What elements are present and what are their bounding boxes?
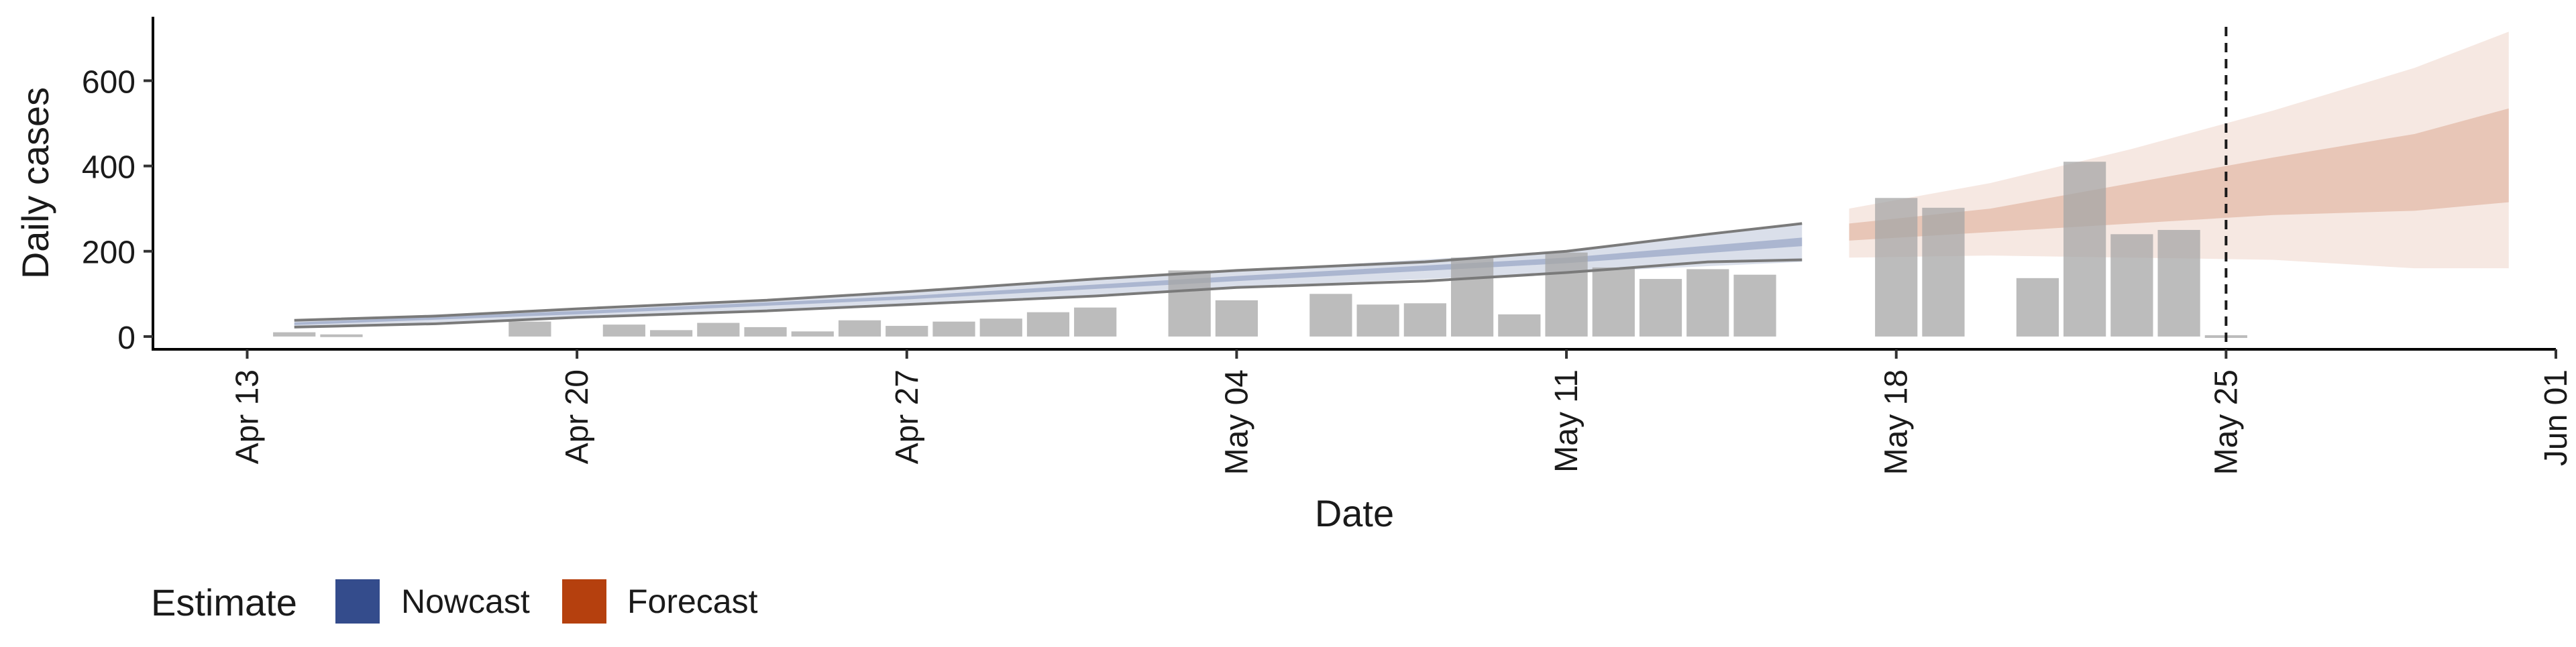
bar-2020-05-10 — [1498, 314, 1541, 337]
bar-2020-05-18 — [1875, 198, 1918, 337]
x-tick-label-2020-04-13: Apr 13 — [229, 369, 265, 464]
bar-2020-05-03 — [1168, 270, 1211, 337]
y-tick-label-600: 600 — [82, 64, 136, 100]
bar-2020-05-04 — [1215, 300, 1258, 337]
x-tick-label-2020-05-25: May 25 — [2208, 369, 2244, 475]
forecast-legend-label: Forecast — [627, 583, 758, 620]
bar-2020-04-28 — [932, 321, 975, 337]
bar-2020-05-23 — [2110, 234, 2153, 337]
bar-2020-04-27 — [885, 326, 928, 337]
x-tick-label-2020-05-11: May 11 — [1549, 369, 1585, 473]
nowcast-outlines — [294, 222, 1803, 329]
tick-labels: 0 200 400 600 Apr 13 Apr 20 Apr 27 May 04 May 11… — [82, 64, 2574, 475]
bar-2020-04-24 — [744, 327, 787, 337]
bar-2020-04-21 — [602, 325, 645, 337]
forecast-band-2 — [1849, 108, 2509, 241]
bar-2020-05-01 — [1074, 307, 1117, 337]
nowcast-outline-upper — [294, 222, 1803, 322]
bar-2020-05-13 — [1639, 279, 1682, 337]
legend-title: Estimate — [151, 581, 297, 624]
bars — [273, 162, 2247, 339]
nowcast-outline-lower — [294, 258, 1803, 329]
bar-2020-05-14 — [1686, 269, 1729, 337]
x-tick-label-2020-06-01: Jun 01 — [2538, 369, 2574, 466]
y-tick-label-400: 400 — [82, 150, 136, 186]
bar-2020-04-22 — [649, 330, 693, 337]
bar-2020-05-15 — [1733, 274, 1776, 337]
bar-2020-04-23 — [697, 322, 740, 337]
y-axis-title: Daily cases — [14, 87, 56, 279]
nowcast-legend-key — [335, 579, 380, 624]
x-tick-label-2020-05-18: May 18 — [1879, 369, 1915, 475]
bar-2020-05-12 — [1592, 267, 1635, 337]
bar-2020-05-08 — [1403, 303, 1446, 337]
bar-2020-05-07 — [1356, 304, 1399, 337]
bar-2020-04-14 — [273, 332, 316, 337]
forecast-band-1 — [1849, 32, 2509, 269]
y-tick-label-0: 0 — [117, 320, 136, 356]
legend: Estimate Nowcast Forecast — [151, 579, 758, 624]
bar-2020-05-21 — [2016, 278, 2059, 337]
forecast-legend-key — [562, 579, 606, 624]
bar-2020-05-11 — [1545, 252, 1588, 337]
bar-2020-05-19 — [1922, 207, 1965, 337]
bar-2020-04-19 — [508, 321, 551, 337]
bar-2020-04-29 — [979, 318, 1022, 337]
x-axis-title: Date — [1315, 492, 1394, 534]
bar-2020-05-06 — [1309, 294, 1352, 337]
bar-2020-05-24 — [2157, 229, 2200, 337]
bar-2020-05-09 — [1450, 257, 1494, 337]
nowcast-legend-label: Nowcast — [401, 583, 530, 620]
y-tick-label-200: 200 — [82, 235, 136, 271]
x-tick-label-2020-04-20: Apr 20 — [559, 369, 595, 464]
bar-2020-04-30 — [1026, 312, 1070, 337]
axes — [144, 17, 2557, 359]
bar-2020-05-22 — [2063, 162, 2106, 337]
bar-2020-04-26 — [838, 320, 881, 337]
bar-2020-04-15 — [320, 334, 363, 337]
x-tick-label-2020-04-27: Apr 27 — [890, 369, 925, 464]
bar-2020-04-25 — [791, 331, 834, 337]
x-tick-label-2020-05-04: May 04 — [1219, 369, 1254, 475]
